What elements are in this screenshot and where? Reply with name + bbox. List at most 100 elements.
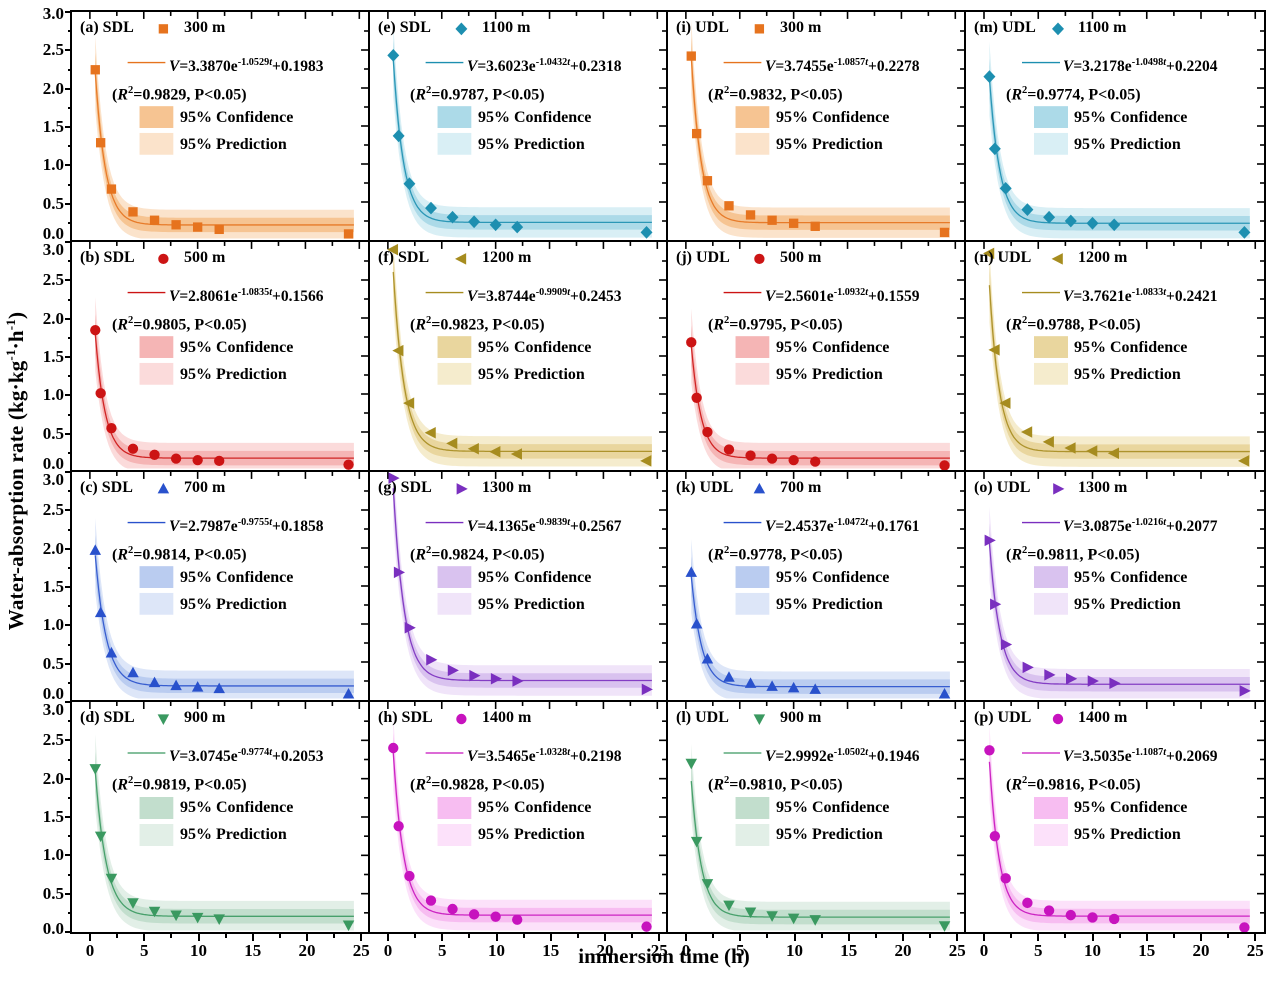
data-point <box>425 895 437 906</box>
legend-marker-glyph <box>455 253 467 265</box>
y-tick-mark <box>65 586 72 588</box>
confidence-band <box>95 52 354 233</box>
eq-amplitude: =2.5601e <box>775 288 834 306</box>
data-point <box>128 207 138 217</box>
y-tick-label: 3.0 <box>42 240 64 259</box>
eq-amplitude: =2.4537e <box>775 518 834 536</box>
eq-exponent: -1.0502t <box>834 747 868 758</box>
r2-sup: 2 <box>128 315 134 326</box>
eq-offset: +0.1858 <box>272 518 324 536</box>
r2-r: R <box>713 316 724 334</box>
plot-canvas-c <box>89 472 368 699</box>
data-point <box>640 455 652 467</box>
eq-t: t <box>865 287 869 298</box>
legend-confidence-swatch <box>139 566 174 588</box>
y-tick-label: 2.0 <box>42 78 64 98</box>
legend-marker-glyph <box>455 22 468 36</box>
y-tick-mark <box>65 49 72 52</box>
y-tick-label: 2.0 <box>42 538 64 558</box>
eq-offset: +0.2069 <box>1166 748 1218 766</box>
y-tick-label: 2.5 <box>42 40 64 60</box>
legend-confidence-swatch <box>437 797 472 819</box>
data-point <box>510 448 522 460</box>
r2-value: =0.9823, P<0.05) <box>431 316 545 334</box>
x-tick-mark <box>468 934 471 938</box>
confidence-band <box>691 556 950 694</box>
legend-confidence-swatch <box>1034 797 1068 819</box>
eq-exponent-value: -1.0216 <box>1131 517 1164 528</box>
eq-exponent: -1.0529t <box>238 57 272 68</box>
eq-exponent-value: -1.0529 <box>237 57 270 68</box>
eq-amplitude: =3.6023e <box>477 58 536 76</box>
legend-marker-glyph <box>158 253 169 265</box>
data-point <box>1021 426 1033 438</box>
data-point <box>192 222 203 232</box>
data-point <box>702 176 713 186</box>
y-axis-sup-2: -1 <box>3 318 18 331</box>
fit-curve <box>94 555 354 687</box>
panel-label: (h) SDL <box>378 709 433 726</box>
plot-canvas-i <box>685 12 964 238</box>
prediction-label: 95% Prediction <box>776 826 883 843</box>
confidence-band <box>95 751 354 924</box>
eq-t: t <box>865 517 869 528</box>
fit-curve <box>690 345 950 459</box>
x-tick-label: 15 <box>840 941 858 960</box>
fit-equation: V=4.1365e-0.9839t+0.2567 <box>467 513 622 537</box>
eq-amplitude: =3.3870e <box>179 58 238 76</box>
prediction-label: 95% Prediction <box>1074 826 1181 843</box>
data-point <box>1239 685 1251 697</box>
data-point <box>214 224 224 235</box>
legend-confidence-swatch <box>139 797 174 819</box>
eq-exponent: -1.0216t <box>1132 517 1166 528</box>
x-tick-mark <box>631 934 634 938</box>
eq-v: V <box>1063 518 1074 536</box>
data-point <box>989 830 1001 842</box>
data-point <box>343 459 354 470</box>
x-tick-label: 25 <box>352 941 370 960</box>
data-point <box>148 676 161 688</box>
data-point <box>1109 677 1121 690</box>
legend-prediction-swatch <box>1034 592 1068 615</box>
panel-m: (m) UDL 1100 m V=3.2178e-1.0498t+0.2204 (R2… <box>966 12 1264 242</box>
x-tick-label: 15 <box>542 941 560 960</box>
x-tick-mark <box>387 934 389 941</box>
eq-v: V <box>765 288 776 306</box>
legend-prediction-swatch <box>1034 132 1068 155</box>
x-tick-label: 10 <box>488 941 505 960</box>
legend-marker-glyph <box>753 714 766 725</box>
panel-h: (h) SDL 1400 m V=3.5465e-1.0328t+0.2198 (R2… <box>370 702 668 932</box>
data-point <box>983 247 995 260</box>
fit-curve <box>392 59 652 223</box>
data-point <box>1064 214 1077 228</box>
eq-t: t <box>269 747 273 758</box>
y-tick-label: 2.5 <box>42 730 64 750</box>
y-tick-label: 3.0 <box>42 470 64 489</box>
data-point <box>489 446 501 458</box>
fit-equation: V=3.7621e-1.0833t+0.2421 <box>1063 283 1218 307</box>
depth-label: 1400 m <box>482 709 532 726</box>
panel-d: (d) SDL 900 m V=3.0745e-0.9774t+0.2053 (R2=… <box>72 702 370 932</box>
panel-f: (f) SDL 1200 m V=3.8744e-0.9909t+0.2453 (R2… <box>370 242 668 472</box>
data-point <box>1109 913 1120 925</box>
data-point <box>809 915 821 926</box>
eq-t: t <box>1163 287 1167 298</box>
eq-amplitude: =3.0745e <box>179 748 238 766</box>
confidence-label: 95% Confidence <box>478 799 592 816</box>
x-tick-label: 20 <box>596 941 614 960</box>
data-point <box>744 677 757 688</box>
data-point <box>744 907 757 919</box>
r-squared: (R2=0.9816, P<0.05) <box>1006 771 1141 795</box>
data-point <box>386 243 399 256</box>
legend-marker-glyph <box>754 24 765 34</box>
eq-offset: +0.2453 <box>570 288 622 306</box>
data-point <box>788 218 799 228</box>
y-tick-mark <box>65 126 72 128</box>
x-tick-label: 25 <box>650 941 668 960</box>
y-tick-mark <box>65 816 72 818</box>
depth-label: 700 m <box>184 479 226 496</box>
y-tick-mark <box>65 356 72 358</box>
confidence-band <box>691 325 950 466</box>
eq-exponent-value: -1.0835 <box>237 287 270 298</box>
legend-prediction-swatch <box>735 362 770 385</box>
